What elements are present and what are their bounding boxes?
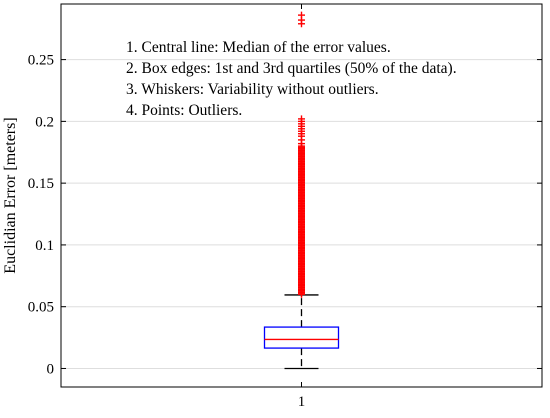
y-tick-label: 0.25 bbox=[28, 53, 54, 69]
x-tick-label: 1 bbox=[298, 394, 306, 410]
box-iqr bbox=[263, 326, 340, 349]
y-tick-label: 0.2 bbox=[35, 114, 54, 130]
y-tick-label: 0 bbox=[47, 361, 55, 377]
annotation-line: 1. Central line: Median of the error val… bbox=[126, 39, 391, 56]
y-tick-label: 0.05 bbox=[28, 300, 54, 316]
y-tick-label: 0.1 bbox=[35, 238, 54, 254]
y-tick-label: 0.15 bbox=[28, 176, 54, 192]
axes-layer: 0 0.05 0.1 0.15 0.2 0.25 1 Euclidian Error [met… bbox=[2, 3, 543, 410]
annotation-layer: 1. Central line: Median of the error val… bbox=[126, 39, 457, 119]
annotation-line: 3. Whiskers: Variability without outlier… bbox=[126, 81, 379, 98]
plot-layer bbox=[263, 11, 340, 370]
outlier-point bbox=[298, 11, 305, 19]
y-axis-label: Euclidian Error [meters] bbox=[2, 117, 19, 273]
outlier-point bbox=[298, 115, 305, 123]
annotation-line: 4. Points: Outliers. bbox=[126, 102, 242, 119]
annotation-line: 2. Box edges: 1st and 3rd quartiles (50%… bbox=[126, 60, 457, 77]
axes-frame bbox=[60, 3, 543, 388]
